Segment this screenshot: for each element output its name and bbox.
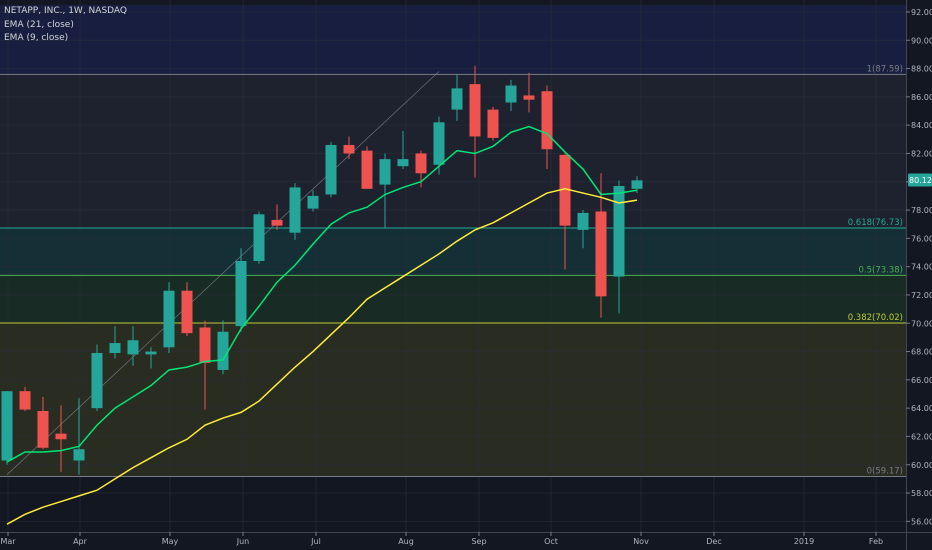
candle-body-18[interactable] bbox=[325, 144, 337, 195]
candle-body-31[interactable] bbox=[559, 154, 571, 226]
symbol-title: NETAPP, INC., 1W, NASDAQ bbox=[4, 6, 128, 16]
fib-label-3: 0.382(70.02) bbox=[848, 313, 903, 323]
candle-body-25[interactable] bbox=[451, 88, 463, 110]
candle-body-16[interactable] bbox=[289, 187, 301, 233]
candle-body-27[interactable] bbox=[487, 109, 499, 138]
x-tick-label-1: Apr bbox=[73, 537, 88, 546]
x-tick-label-9: Dec bbox=[706, 537, 721, 546]
x-tick-label-2: May bbox=[162, 537, 179, 546]
y-tick-label-11: 78.00 bbox=[911, 206, 932, 215]
candle-body-28[interactable] bbox=[505, 85, 517, 103]
candle-body-26[interactable] bbox=[469, 84, 481, 137]
candle-body-10[interactable] bbox=[181, 290, 193, 334]
candle-body-21[interactable] bbox=[379, 159, 391, 185]
y-tick-label-15: 86.00 bbox=[911, 93, 932, 102]
x-tick-label-6: Sep bbox=[471, 537, 486, 546]
y-tick-label-7: 70.00 bbox=[911, 319, 932, 328]
candle-body-5[interactable] bbox=[91, 352, 103, 409]
last-price-label: 80.12 bbox=[909, 176, 932, 185]
candle-body-7[interactable] bbox=[127, 340, 139, 355]
candle-body-14[interactable] bbox=[253, 214, 265, 261]
y-tick-label-2: 60.00 bbox=[911, 461, 932, 470]
x-tick-label-8: Nov bbox=[633, 537, 649, 546]
candle-body-6[interactable] bbox=[109, 343, 121, 353]
legend: NETAPP, INC., 1W, NASDAQ EMA (21, close)… bbox=[4, 5, 127, 46]
y-tick-label-0: 56.00 bbox=[911, 517, 932, 526]
y-tick-label-10: 76.00 bbox=[911, 234, 932, 243]
candle-body-23[interactable] bbox=[415, 153, 427, 174]
candle-body-0[interactable] bbox=[1, 391, 13, 461]
candle-body-2[interactable] bbox=[37, 410, 49, 448]
y-tick-label-9: 74.00 bbox=[911, 263, 932, 272]
y-tick-label-17: 90.00 bbox=[911, 36, 932, 45]
candle-body-11[interactable] bbox=[199, 327, 211, 363]
fib-label-2: 0.5(73.38) bbox=[859, 265, 903, 275]
legend-ema9[interactable]: EMA (9, close) bbox=[4, 33, 69, 43]
candle-body-33[interactable] bbox=[595, 211, 607, 297]
fib-label-0: 1(87.59) bbox=[867, 64, 903, 74]
candle-body-4[interactable] bbox=[73, 449, 85, 461]
candle-body-20[interactable] bbox=[361, 150, 373, 189]
candle-body-30[interactable] bbox=[541, 91, 553, 150]
fib-zone-0 bbox=[0, 4, 906, 75]
candle-body-19[interactable] bbox=[343, 144, 355, 154]
last-price-marker bbox=[908, 173, 932, 187]
y-tick-label-8: 72.00 bbox=[911, 291, 932, 300]
y-tick-label-4: 64.00 bbox=[911, 404, 932, 413]
ema-lines bbox=[6, 125, 638, 525]
candle-body-1[interactable] bbox=[19, 391, 31, 410]
fib-levels: 1(87.59) 0.618(76.73) 0.5(73.38) 0.382(70.0… bbox=[0, 64, 906, 477]
y-tick-label-1: 58.00 bbox=[911, 489, 932, 498]
y-tick-label-3: 62.00 bbox=[911, 432, 932, 441]
candle-body-24[interactable] bbox=[433, 122, 445, 165]
candle-body-34[interactable] bbox=[613, 186, 625, 277]
legend-ema21[interactable]: EMA (21, close) bbox=[4, 19, 74, 30]
x-tick-label-10: 2019 bbox=[794, 537, 814, 546]
fib-zone-2 bbox=[0, 228, 906, 276]
y-tick-label-18: 92.00 bbox=[911, 8, 932, 17]
candle-body-8[interactable] bbox=[145, 351, 157, 355]
x-tick-label-4: Jul bbox=[310, 537, 321, 546]
y-tick-label-16: 88.00 bbox=[911, 65, 932, 74]
y-tick-label-13: 82.00 bbox=[911, 149, 932, 158]
x-tick-label-11: Feb bbox=[869, 537, 883, 546]
candle-body-12[interactable] bbox=[217, 331, 229, 370]
candle-body-29[interactable] bbox=[523, 95, 535, 100]
y-tick-label-14: 84.00 bbox=[911, 121, 932, 130]
candles bbox=[1, 65, 643, 475]
candle-body-15[interactable] bbox=[271, 219, 283, 226]
x-tick-label-3: Jun bbox=[236, 537, 250, 546]
candle-body-22[interactable] bbox=[397, 159, 409, 167]
fib-label-1: 0.618(76.73) bbox=[848, 218, 903, 228]
time-axis[interactable]: Mar Apr May Jun Jul Aug Sep Oct Nov Dec 2019 Feb bbox=[0, 532, 932, 546]
candle-body-13[interactable] bbox=[235, 260, 247, 327]
fib-zone-3 bbox=[0, 275, 906, 323]
x-tick-label-5: Aug bbox=[398, 537, 414, 546]
candle-body-9[interactable] bbox=[163, 290, 175, 348]
candle-body-35[interactable] bbox=[631, 180, 643, 189]
fib-label-4: 0(59.17) bbox=[867, 467, 903, 477]
candle-body-17[interactable] bbox=[307, 195, 319, 209]
price-axis[interactable]: 56.00 58.00 60.00 62.00 64.00 66.00 68.00 70.00… bbox=[906, 0, 932, 550]
candle-body-32[interactable] bbox=[577, 212, 589, 230]
y-tick-label-5: 66.00 bbox=[911, 376, 932, 385]
fib-zones bbox=[0, 4, 906, 477]
ema9-line[interactable] bbox=[6, 125, 638, 463]
candle-body-3[interactable] bbox=[55, 433, 67, 440]
y-tick-label-6: 68.00 bbox=[911, 348, 932, 357]
x-tick-label-0: Mar bbox=[0, 537, 16, 546]
ema21-line[interactable] bbox=[6, 188, 638, 525]
x-tick-label-7: Oct bbox=[544, 537, 558, 546]
